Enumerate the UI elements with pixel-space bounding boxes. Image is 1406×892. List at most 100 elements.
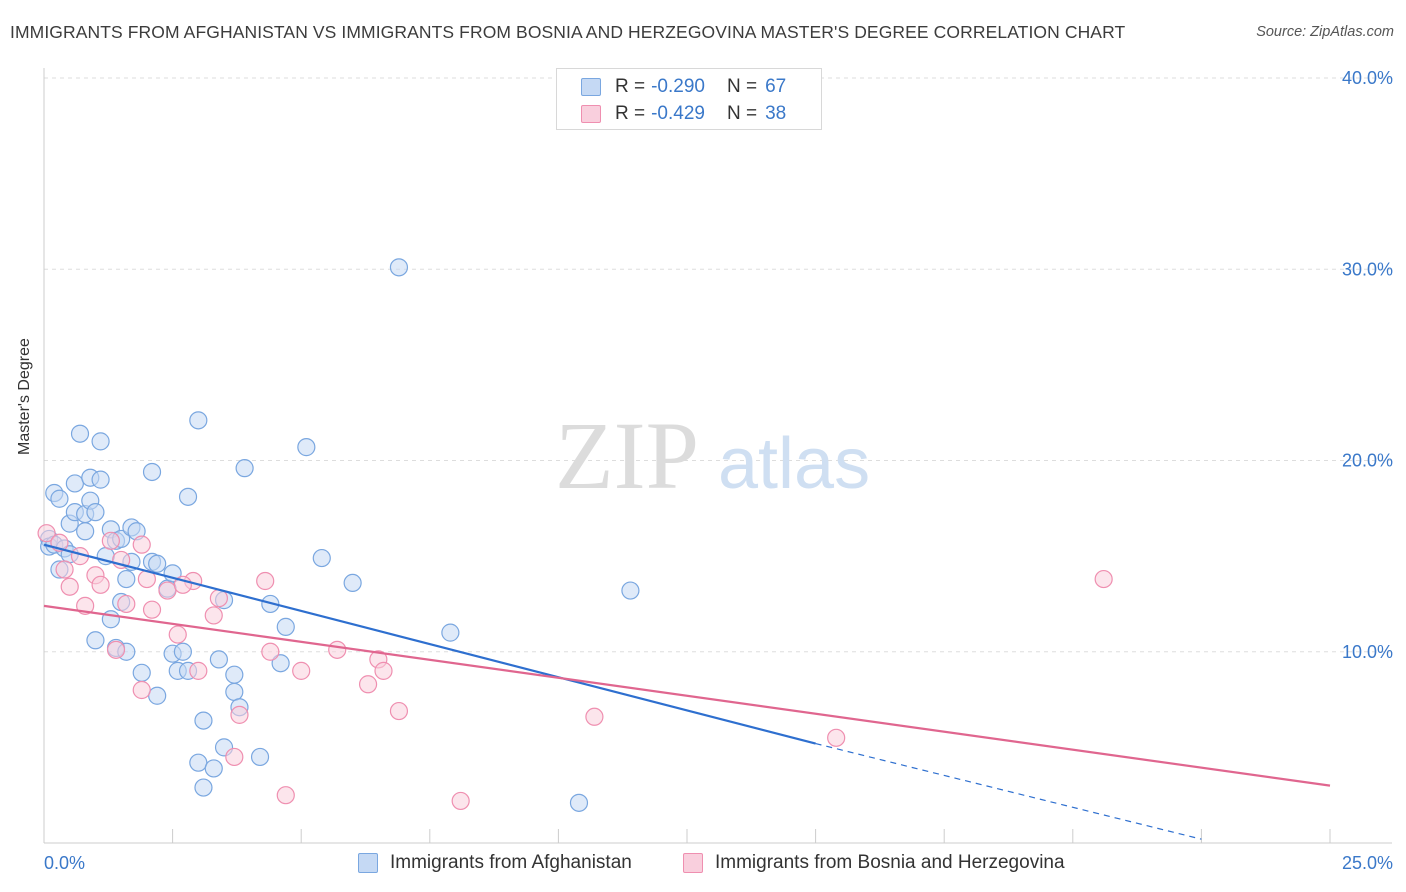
legend-n-value: 67: [765, 76, 787, 97]
point-bosnia: [230, 705, 249, 724]
point-bosnia: [1094, 569, 1113, 589]
point-afghanistan: [132, 663, 151, 682]
point-bosnia: [117, 594, 136, 614]
point-afghanistan: [204, 759, 223, 778]
point-afghanistan: [142, 462, 162, 482]
point-afghanistan: [235, 459, 254, 478]
correlation-legend: R = -0.290 N = 67 R = -0.429 N = 38: [556, 68, 822, 130]
legend-swatch-afghanistan: [358, 853, 378, 873]
point-afghanistan: [173, 642, 192, 661]
point-afghanistan: [297, 438, 316, 457]
legend-r-label: R =: [615, 103, 646, 124]
point-afghanistan: [621, 581, 640, 600]
point-afghanistan: [441, 623, 460, 642]
y-tick-label: 20.0%: [1342, 451, 1393, 471]
chart-title: IMMIGRANTS FROM AFGHANISTAN VS IMMIGRANT…: [10, 22, 1126, 42]
point-bosnia: [328, 640, 347, 659]
point-afghanistan: [50, 489, 69, 508]
point-afghanistan: [70, 424, 90, 443]
point-bosnia: [585, 707, 604, 726]
legend-swatch-bosnia: [683, 853, 703, 873]
point-afghanistan: [148, 686, 167, 705]
axes: [43, 68, 1392, 844]
point-afghanistan: [76, 522, 95, 541]
legend-r-value: -0.429: [651, 103, 705, 124]
point-bosnia: [225, 747, 244, 767]
legend-r-label: R =: [615, 76, 646, 97]
point-afghanistan: [209, 650, 228, 669]
y-tick-label: 10.0%: [1342, 642, 1393, 662]
point-afghanistan: [225, 682, 244, 702]
point-afghanistan: [86, 503, 105, 522]
point-afghanistan: [178, 487, 198, 506]
point-bosnia: [158, 581, 177, 600]
point-afghanistan: [276, 617, 295, 636]
legend-row-afghanistan: R = -0.290 N = 67: [581, 75, 786, 99]
y-tick-label: 40.0%: [1342, 68, 1393, 88]
point-bosnia: [91, 575, 110, 594]
source-label: Source: ZipAtlas.com: [1256, 24, 1394, 40]
point-bosnia: [292, 661, 311, 680]
point-afghanistan: [569, 793, 589, 812]
legend-swatch-bosnia: [581, 105, 601, 123]
tick-labels: 10.0% 20.0% 30.0% 40.0% 0.0% 25.0%: [44, 68, 1393, 873]
point-afghanistan: [389, 258, 409, 277]
point-bosnia: [106, 640, 126, 659]
point-afghanistan: [86, 631, 105, 650]
point-bosnia: [358, 675, 378, 694]
legend-n-label: N =: [726, 76, 758, 97]
point-bosnia: [451, 791, 470, 811]
point-afghanistan: [343, 573, 362, 593]
series-legend: Immigrants from Afghanistan Immigrants f…: [0, 852, 1406, 878]
legend-r-value: -0.290: [651, 76, 705, 97]
legend-label-afghanistan: Immigrants from Afghanistan: [390, 852, 632, 873]
point-afghanistan: [189, 411, 208, 430]
point-bosnia: [189, 661, 208, 680]
point-afghanistan: [148, 554, 167, 573]
point-bosnia: [37, 524, 56, 543]
point-afghanistan: [65, 474, 84, 493]
legend-item-afghanistan[interactable]: Immigrants from Afghanistan: [358, 852, 632, 874]
legend-row-bosnia: R = -0.429 N = 38: [581, 102, 786, 126]
data-points: [37, 258, 1113, 812]
point-afghanistan: [250, 747, 270, 767]
point-bosnia: [827, 728, 846, 747]
y-axis-label: Master's Degree: [16, 338, 33, 455]
x-tick-label-max: 25.0%: [1342, 853, 1393, 873]
watermark-zip: ZIP: [555, 402, 699, 509]
legend-n-label: N =: [726, 103, 758, 124]
trend-extension-afghanistan: [815, 742, 1202, 840]
point-bosnia: [374, 661, 393, 680]
point-bosnia: [204, 606, 223, 625]
point-bosnia: [142, 600, 162, 619]
watermark: ZIP atlas: [555, 402, 870, 509]
point-bosnia: [101, 531, 120, 550]
grid-lines: [44, 77, 1392, 653]
legend-n-value: 38: [765, 103, 787, 124]
point-bosnia: [261, 642, 280, 661]
point-afghanistan: [271, 654, 290, 673]
y-tick-label: 30.0%: [1342, 259, 1393, 279]
point-bosnia: [132, 680, 151, 700]
point-afghanistan: [194, 711, 213, 730]
trend-line-afghanistan: [43, 543, 816, 745]
point-afghanistan: [312, 548, 331, 568]
point-afghanistan: [91, 432, 110, 451]
point-bosnia: [389, 701, 409, 721]
point-afghanistan: [189, 753, 208, 772]
point-bosnia: [132, 535, 151, 554]
point-bosnia: [276, 786, 295, 805]
trend-line-bosnia: [43, 604, 1331, 787]
x-tick-label-min: 0.0%: [44, 853, 85, 873]
trend-lines: [43, 543, 1331, 840]
point-afghanistan: [117, 569, 136, 589]
legend-label-bosnia: Immigrants from Bosnia and Herzegovina: [715, 852, 1065, 873]
legend-item-bosnia[interactable]: Immigrants from Bosnia and Herzegovina: [683, 852, 1065, 874]
point-afghanistan: [194, 778, 213, 797]
point-bosnia: [168, 625, 187, 644]
point-bosnia: [60, 577, 79, 596]
legend-swatch-afghanistan: [581, 78, 601, 96]
point-bosnia: [256, 571, 275, 591]
watermark-atlas: atlas: [718, 424, 870, 504]
